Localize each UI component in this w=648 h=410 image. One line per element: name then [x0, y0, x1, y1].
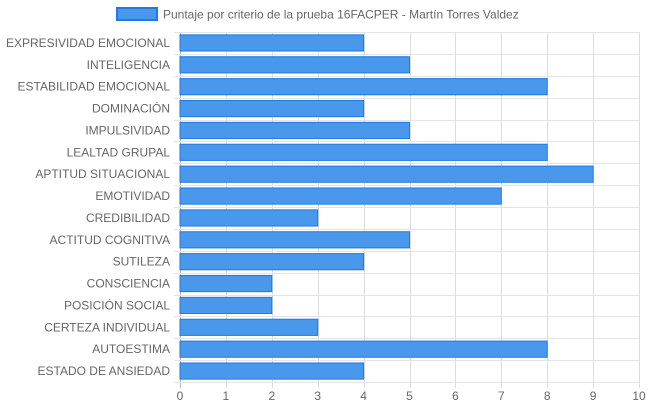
- category-label: ESTADO DE ANSIEDAD: [38, 364, 171, 378]
- category-label: IMPULSIVIDAD: [85, 123, 170, 137]
- bar[interactable]: [179, 99, 365, 118]
- y-axis-labels: EXPRESIVIDAD EMOCIONAL INTELIGENCIA ESTABI…: [6, 36, 170, 378]
- bar[interactable]: [179, 209, 319, 227]
- x-tick-label: 5: [406, 389, 413, 403]
- category-label: EMOTIVIDAD: [95, 189, 170, 203]
- bars: [179, 34, 594, 380]
- category-label: LEALTAD GRUPAL: [67, 145, 171, 159]
- bar[interactable]: [179, 121, 410, 140]
- bar[interactable]: [179, 56, 410, 74]
- bar[interactable]: [179, 296, 273, 315]
- bar[interactable]: [179, 34, 365, 52]
- category-label: INTELIGENCIA: [87, 58, 170, 72]
- x-tick-label: 0: [177, 389, 184, 403]
- category-label: CREDIBILIDAD: [86, 211, 170, 225]
- bar[interactable]: [179, 143, 548, 161]
- category-label: POSICIÓN SOCIAL: [64, 297, 170, 312]
- category-label: APTITUD SITUACIONAL: [35, 167, 170, 181]
- category-label: SUTILEZA: [113, 255, 170, 269]
- x-tick-label: 10: [632, 389, 646, 403]
- category-label: ACTITUD COGNITIVA: [50, 233, 170, 247]
- category-label: CONSCIENCIA: [87, 277, 170, 291]
- bar[interactable]: [179, 165, 594, 183]
- x-axis-labels: 0 1 2 3 4 5 6 7 8 9 10: [177, 389, 646, 403]
- x-tick-label: 3: [314, 389, 321, 403]
- x-tick-label: 2: [268, 389, 275, 403]
- category-label: CERTEZA INDIVIDUAL: [44, 320, 170, 334]
- legend-label: Puntaje por criterio de la prueba 16FACP…: [163, 8, 519, 22]
- x-tick-label: 8: [544, 389, 551, 403]
- x-tick-label: 1: [223, 389, 230, 403]
- category-label: ESTABILIDAD EMOCIONAL: [18, 80, 171, 94]
- legend-swatch: [116, 7, 158, 21]
- chart-legend[interactable]: Puntaje por criterio de la prueba 16FACP…: [116, 7, 519, 22]
- bar[interactable]: [179, 318, 319, 336]
- bar[interactable]: [179, 231, 410, 249]
- bar[interactable]: [179, 340, 548, 358]
- bar[interactable]: [179, 78, 548, 96]
- bar[interactable]: [179, 187, 502, 205]
- category-label: AUTOESTIMA: [92, 342, 170, 356]
- bar[interactable]: [179, 362, 365, 380]
- x-tick-label: 6: [452, 389, 459, 403]
- category-label: DOMINACIÓN: [92, 101, 170, 116]
- bar[interactable]: [179, 253, 365, 271]
- x-tick-label: 7: [498, 389, 505, 403]
- x-tick-label: 4: [360, 389, 367, 403]
- category-label: EXPRESIVIDAD EMOCIONAL: [6, 36, 170, 50]
- bar[interactable]: [179, 274, 273, 293]
- x-tick-label: 9: [590, 389, 597, 403]
